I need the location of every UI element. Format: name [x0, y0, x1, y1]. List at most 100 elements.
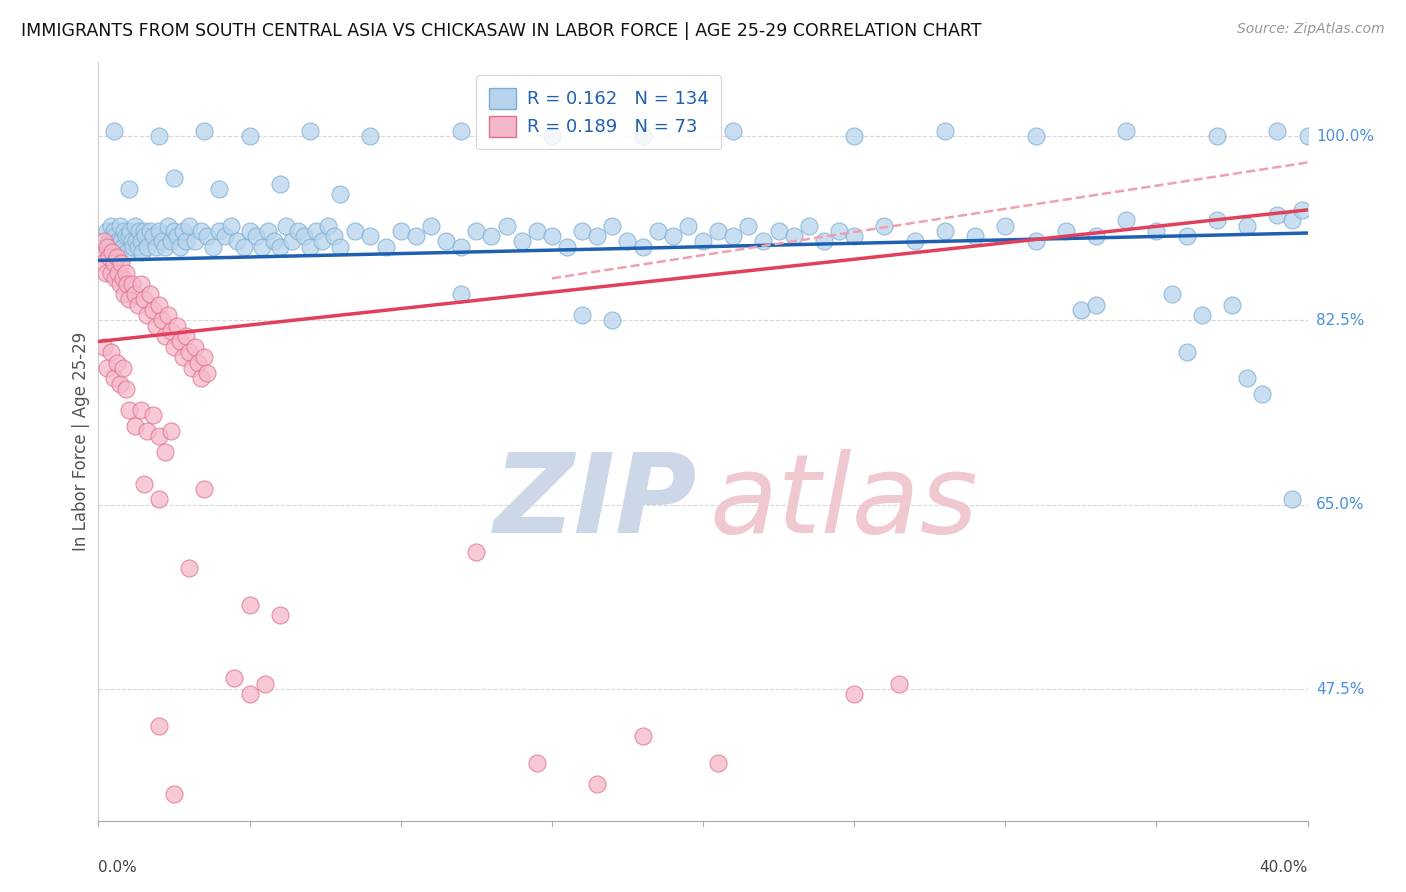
Point: [179, 219, 201, 233]
Point: [108, 277, 131, 291]
Point: [190, 371, 212, 385]
Point: [202, 240, 225, 254]
Point: [934, 224, 956, 238]
Point: [481, 229, 503, 244]
Point: [124, 418, 146, 433]
Point: [163, 787, 186, 801]
Point: [783, 229, 806, 244]
Point: [90, 244, 112, 259]
Point: [1160, 287, 1182, 301]
Point: [96, 360, 118, 375]
Point: [828, 224, 851, 238]
Point: [323, 229, 346, 244]
Point: [602, 313, 624, 327]
Point: [571, 224, 593, 238]
Point: [114, 382, 136, 396]
Point: [510, 235, 533, 249]
Point: [631, 240, 654, 254]
Point: [1191, 308, 1213, 322]
Point: [190, 224, 212, 238]
Point: [250, 240, 273, 254]
Y-axis label: In Labor Force | Age 25-29: In Labor Force | Age 25-29: [72, 332, 90, 551]
Text: IMMIGRANTS FROM SOUTH CENTRAL ASIA VS CHICKASAW IN LABOR FORCE | AGE 25-29 CORRE: IMMIGRANTS FROM SOUTH CENTRAL ASIA VS CH…: [21, 22, 981, 40]
Point: [1251, 387, 1274, 401]
Point: [1291, 202, 1313, 217]
Point: [586, 777, 609, 791]
Point: [245, 229, 267, 244]
Point: [844, 229, 866, 244]
Point: [142, 229, 165, 244]
Point: [226, 235, 249, 249]
Point: [139, 287, 162, 301]
Point: [707, 224, 730, 238]
Point: [96, 224, 118, 238]
Point: [934, 124, 956, 138]
Point: [224, 672, 246, 686]
Point: [661, 229, 683, 244]
Point: [450, 124, 472, 138]
Point: [287, 224, 309, 238]
Point: [692, 235, 714, 249]
Point: [737, 219, 759, 233]
Point: [96, 240, 118, 254]
Point: [145, 240, 167, 254]
Point: [121, 235, 143, 249]
Point: [195, 366, 218, 380]
Point: [153, 329, 176, 343]
Point: [112, 224, 135, 238]
Point: [195, 229, 218, 244]
Point: [1054, 224, 1077, 238]
Point: [128, 224, 150, 238]
Point: [122, 240, 145, 254]
Point: [495, 219, 517, 233]
Point: [135, 240, 157, 254]
Point: [101, 244, 124, 259]
Point: [100, 219, 122, 233]
Point: [813, 235, 835, 249]
Point: [93, 240, 115, 254]
Point: [118, 293, 141, 307]
Point: [299, 124, 322, 138]
Point: [131, 244, 153, 259]
Point: [994, 219, 1017, 233]
Point: [465, 224, 488, 238]
Point: [110, 255, 132, 269]
Point: [125, 235, 148, 249]
Point: [148, 298, 170, 312]
Point: [153, 240, 176, 254]
Text: 65.0%: 65.0%: [1316, 497, 1364, 512]
Text: ZIP: ZIP: [494, 449, 697, 556]
Point: [450, 287, 472, 301]
Point: [239, 129, 262, 144]
Point: [100, 266, 122, 280]
Point: [1175, 229, 1198, 244]
Point: [221, 219, 243, 233]
Point: [160, 235, 183, 249]
Point: [129, 235, 152, 249]
Point: [329, 240, 352, 254]
Point: [103, 224, 125, 238]
Point: [101, 244, 124, 259]
Point: [647, 224, 669, 238]
Point: [105, 250, 128, 264]
Point: [768, 224, 790, 238]
Point: [93, 340, 115, 354]
Point: [360, 229, 382, 244]
Text: 100.0%: 100.0%: [1316, 128, 1374, 144]
Point: [1267, 208, 1289, 222]
Point: [156, 219, 179, 233]
Point: [1206, 213, 1229, 227]
Point: [110, 235, 132, 249]
Point: [163, 224, 186, 238]
Point: [723, 124, 745, 138]
Point: [142, 408, 165, 422]
Point: [93, 235, 115, 249]
Point: [214, 229, 236, 244]
Point: [344, 224, 367, 238]
Point: [118, 229, 141, 244]
Point: [135, 308, 157, 322]
Point: [118, 403, 141, 417]
Point: [169, 334, 191, 349]
Point: [163, 340, 186, 354]
Point: [127, 240, 149, 254]
